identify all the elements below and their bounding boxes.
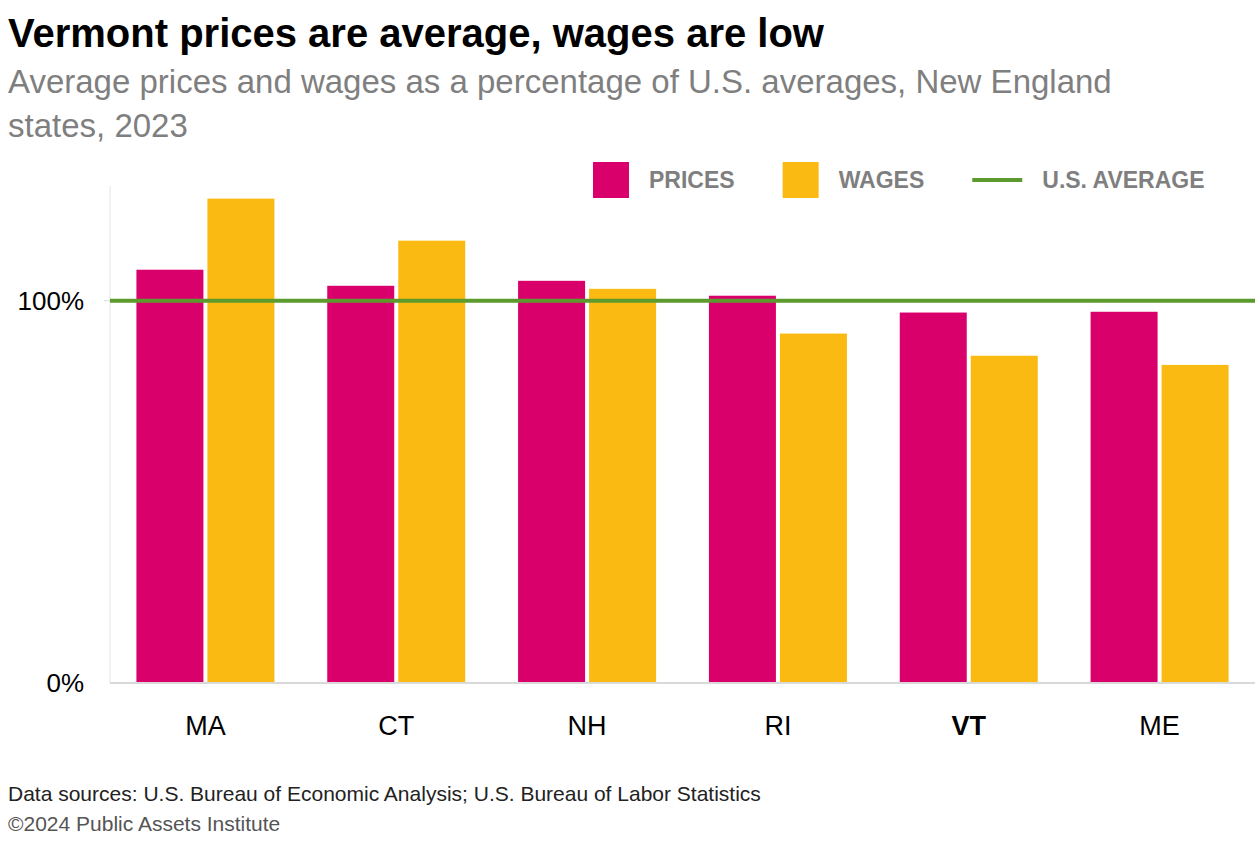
legend: PRICES WAGES U.S. AVERAGE — [593, 162, 1205, 198]
legend-label: PRICES — [649, 167, 735, 193]
bar — [709, 296, 776, 683]
baseline — [110, 682, 1255, 684]
y-tick-label: 0% — [46, 668, 84, 698]
bar — [900, 313, 967, 683]
x-tick-label: MA — [185, 711, 226, 741]
x-tick-label: VT — [951, 711, 986, 741]
reference-line — [110, 299, 1255, 303]
bar — [1091, 312, 1158, 683]
bar — [207, 199, 274, 683]
bar — [518, 281, 585, 683]
legend-swatch — [783, 162, 819, 198]
y-axis-line — [110, 186, 111, 683]
legend-label: U.S. AVERAGE — [1042, 167, 1204, 193]
x-tick-label: RI — [764, 711, 791, 741]
legend-label: WAGES — [839, 167, 925, 193]
bar — [398, 241, 465, 683]
copyright: ©2024 Public Assets Institute — [8, 812, 1248, 836]
y-tick-label: 100% — [18, 286, 85, 316]
bar — [136, 270, 203, 683]
legend-swatch — [593, 162, 629, 198]
bar — [971, 356, 1038, 683]
bar — [780, 334, 847, 683]
x-tick-label: ME — [1139, 711, 1180, 741]
bar — [327, 286, 394, 683]
sources: Data sources: U.S. Bureau of Economic An… — [8, 782, 1248, 806]
bar — [1162, 365, 1229, 683]
subtitle: Average prices and wages as a percentage… — [8, 60, 1148, 148]
legend-swatch — [972, 178, 1022, 182]
bars — [136, 199, 1228, 683]
bar — [589, 289, 656, 683]
x-tick-label: CT — [378, 711, 414, 741]
tick-mark — [104, 300, 110, 301]
title: Vermont prices are average, wages are lo… — [8, 10, 1248, 56]
x-tick-label: NH — [568, 711, 607, 741]
chart: 0% 100% MA CT NH RI VT ME PRICES WAGES U.S. AVERAG… — [0, 0, 1260, 843]
